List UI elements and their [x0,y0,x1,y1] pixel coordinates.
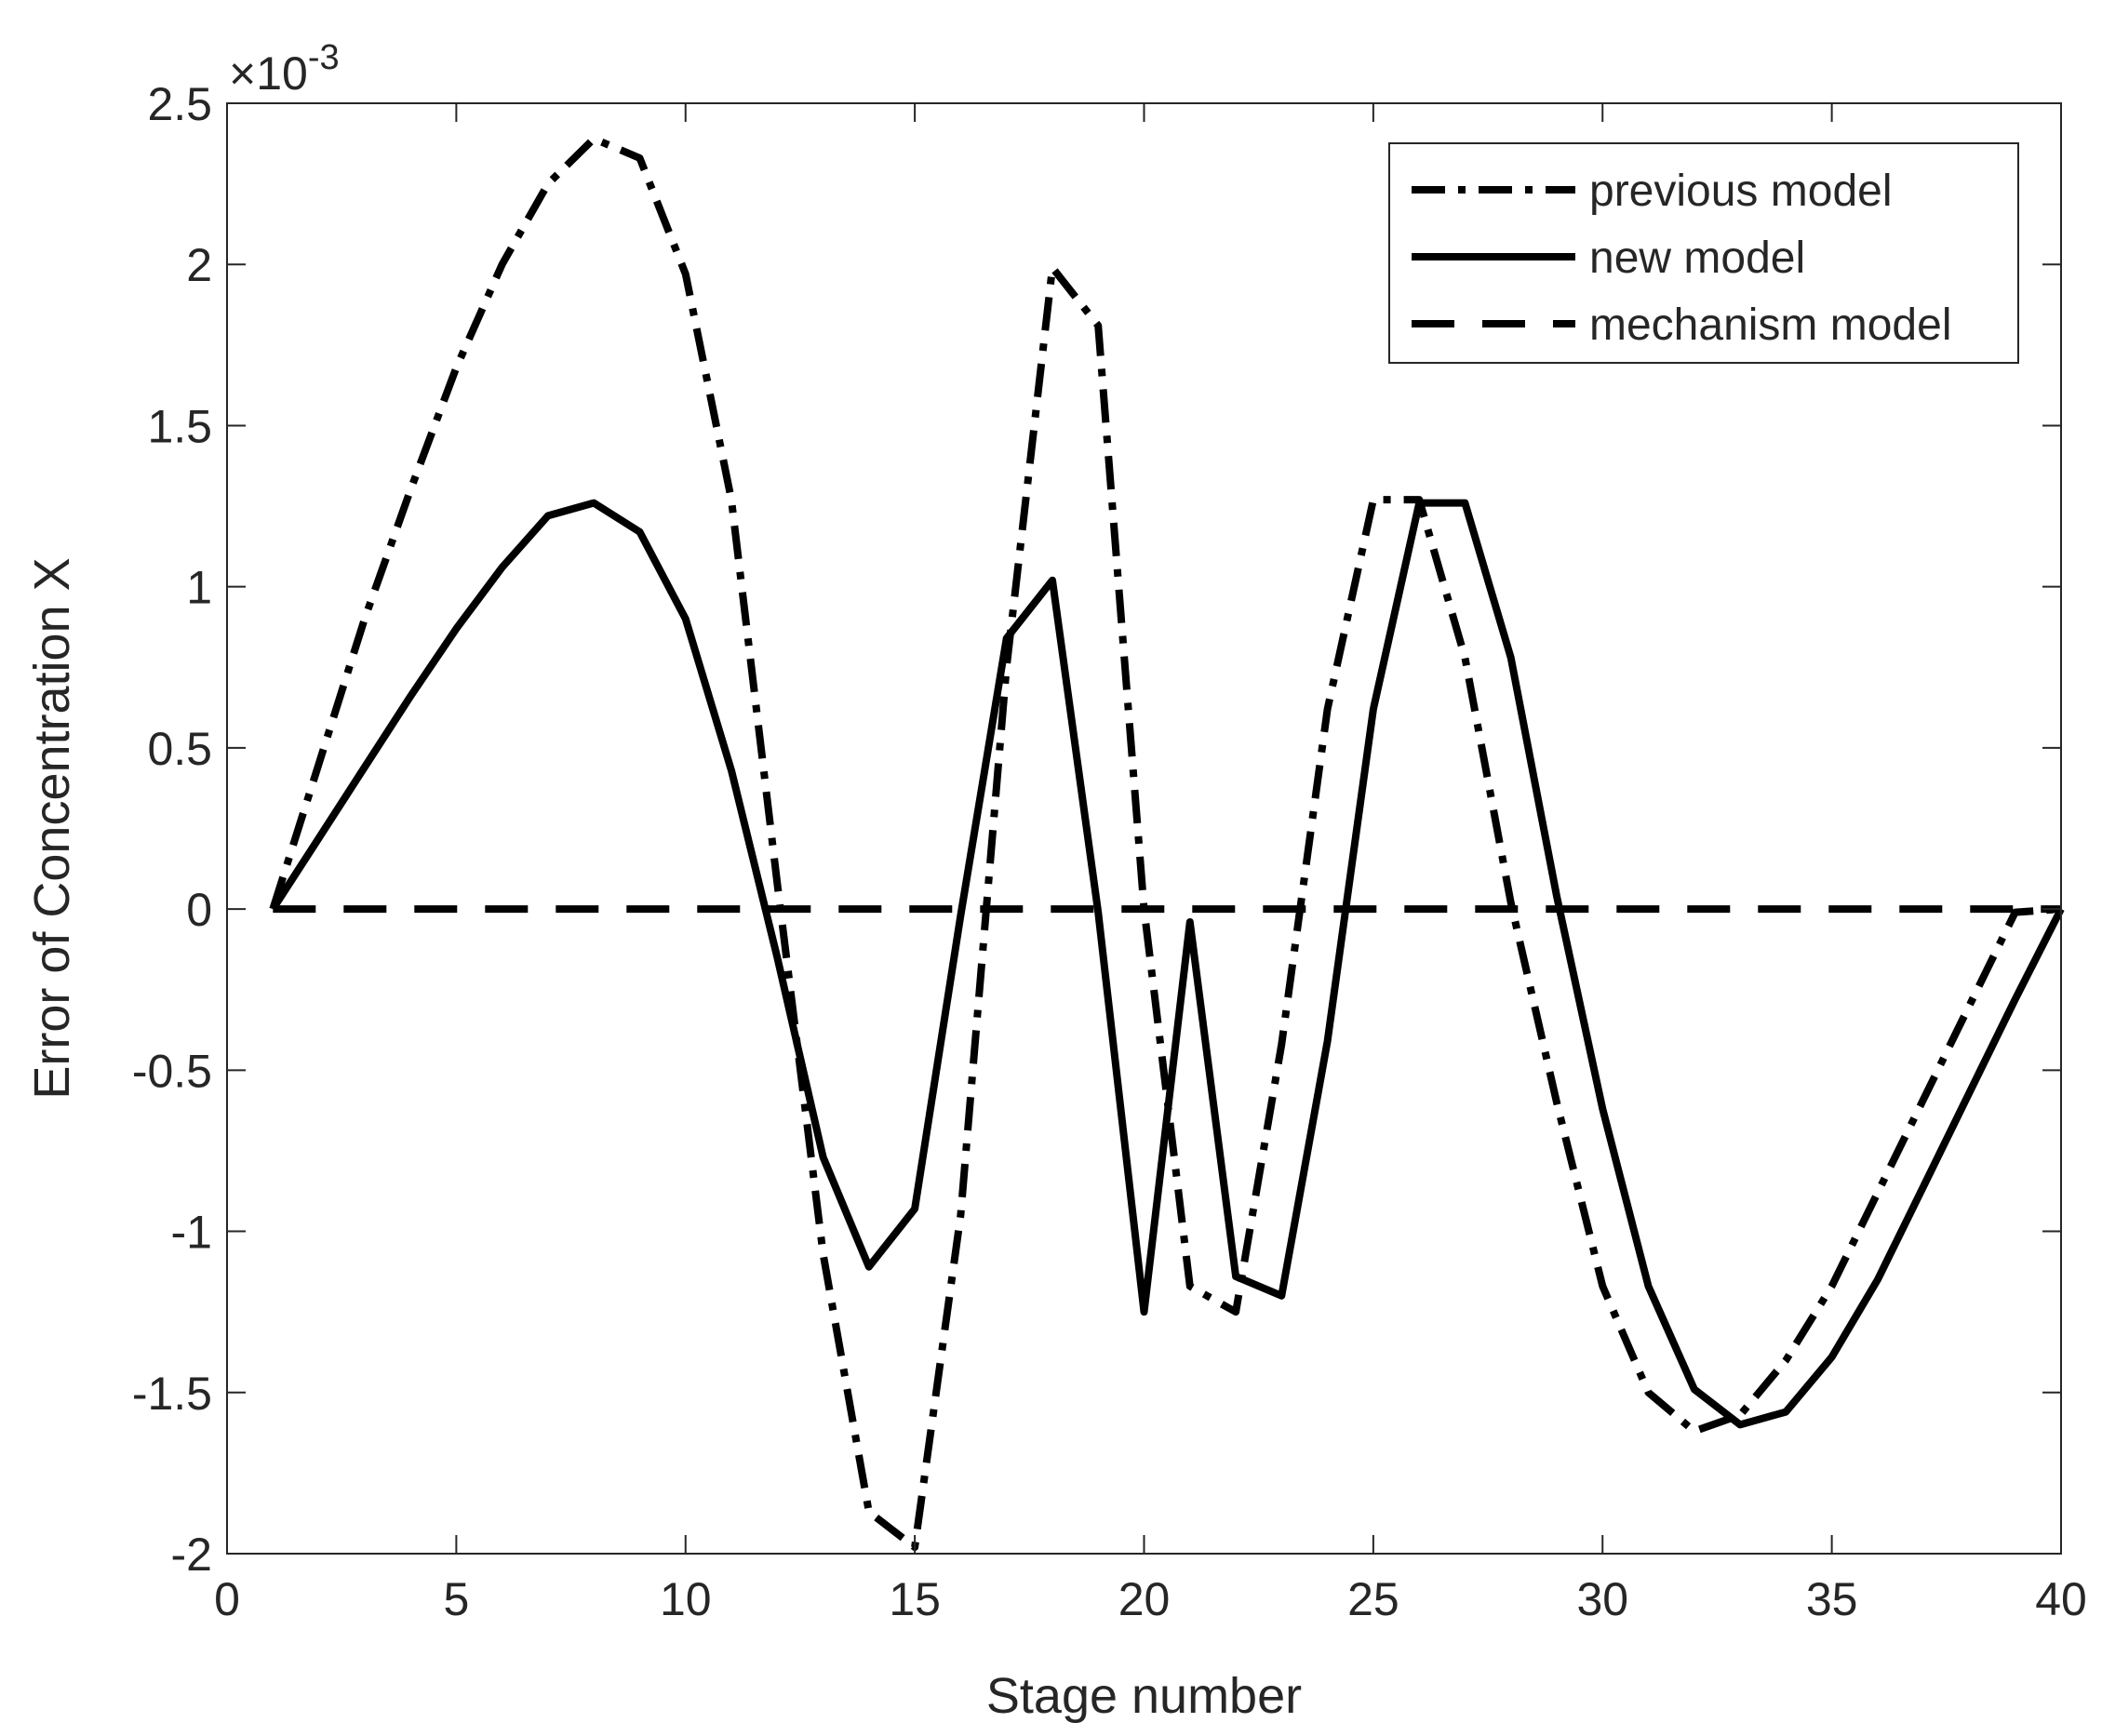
x-tick-label: 5 [443,1573,469,1625]
x-tick-label: 0 [214,1573,240,1625]
x-axis-title: Stage number [986,1668,1302,1724]
y-tick-label: -0.5 [132,1045,212,1097]
y-tick-label: -1.5 [132,1368,212,1420]
y-exponent-label: ×10-3 [229,38,340,100]
x-tick-label: 35 [1806,1573,1858,1625]
y-axis-title: Error of Concentration X [24,557,80,1099]
y-tick-label: 2 [186,239,212,291]
y-tick-label: 1 [186,562,212,614]
x-tick-label: 25 [1347,1573,1399,1625]
x-tick-label: 10 [660,1573,712,1625]
legend-label: mechanism model [1589,300,1951,350]
x-tick-label: 30 [1576,1573,1628,1625]
legend-label: new model [1589,234,1805,283]
legend: previous model new model mechanism model [1388,142,2019,364]
x-tick-label: 20 [1118,1573,1171,1625]
y-tick-label: 1.5 [147,400,212,452]
x-tick-label: 40 [2035,1573,2087,1625]
y-tick-label: 2.5 [147,78,212,130]
y-tick-label: -1 [171,1207,212,1259]
y-tick-label: -2 [171,1529,212,1581]
series-layer [269,135,2065,1552]
legend-label: previous model [1589,167,1893,216]
ticks-layer: 0 5 10 15 20 25 30 35 40 -2 -1.5 -1 -0.5 0 0.5 1 1.5 2 2.5 [132,78,2087,1625]
y-tick-label: 0.5 [147,723,212,775]
series-line-new-model [269,499,2065,1429]
series-line-previous-model [269,135,2062,1552]
y-tick-label: 0 [186,884,212,936]
x-tick-label: 15 [889,1573,941,1625]
